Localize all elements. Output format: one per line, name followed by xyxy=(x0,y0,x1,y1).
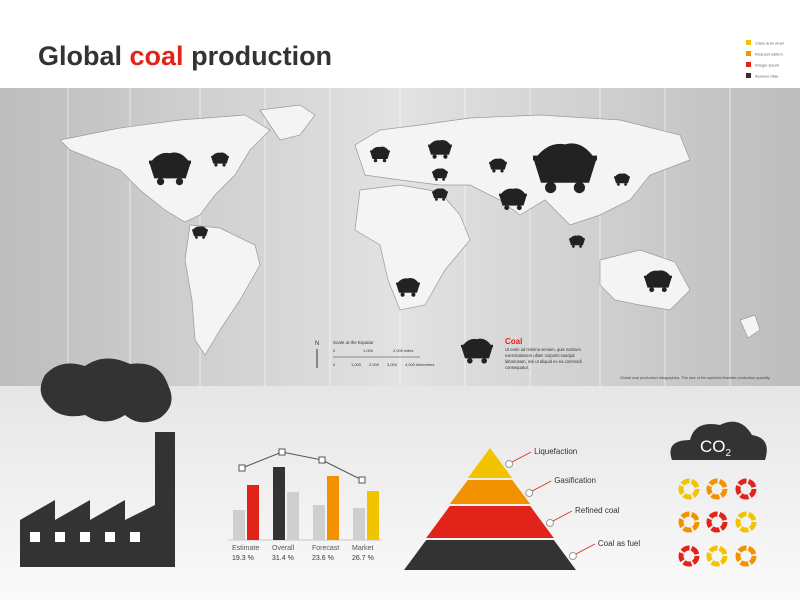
pyramid-leader xyxy=(511,451,532,463)
pyramid: Liquefaction Gasification Refined coal Coal… xyxy=(404,447,640,570)
map-legend-title: Coal xyxy=(505,337,522,346)
co2-text: CO xyxy=(700,437,726,456)
bar xyxy=(287,492,299,540)
legend-label: Aenean vitae xyxy=(755,74,779,79)
donut xyxy=(735,478,757,500)
title: Global coal production xyxy=(38,41,332,71)
legend: Class auto muer Request saltem Integer ips… xyxy=(746,40,785,79)
pyramid-label: Refined coal xyxy=(575,506,620,515)
pyramid-level xyxy=(467,448,513,478)
scale-km: 1,000 xyxy=(351,362,362,367)
co2-label: CO2 xyxy=(700,437,732,459)
trend-line xyxy=(241,451,363,481)
legend-line: exercitationem ullam corporis suscipit xyxy=(505,353,575,358)
pyramid-dot xyxy=(568,552,577,560)
scale-km: 3,000 xyxy=(387,362,398,367)
percent-label: 26.7 % xyxy=(352,555,374,562)
donut xyxy=(706,511,728,533)
bar xyxy=(327,476,339,540)
co2-cloud xyxy=(670,421,767,460)
bar xyxy=(273,467,285,540)
pyramid-level xyxy=(404,540,576,570)
category-label: Estimate xyxy=(232,545,259,552)
pyramid-level xyxy=(449,480,531,504)
scale-km: 4,000 kilometers xyxy=(405,362,434,367)
category-label: Market xyxy=(352,545,373,552)
donut xyxy=(706,478,728,500)
donut xyxy=(678,545,700,567)
scale-km: 0 xyxy=(333,362,336,367)
scale-title: Scale at the Equator xyxy=(333,340,374,345)
donut xyxy=(706,545,728,567)
legend-label: Integer ipsum xyxy=(755,63,780,68)
bar xyxy=(313,505,325,540)
pyramid-leader xyxy=(532,480,552,492)
legend-label: Request saltem xyxy=(755,52,783,57)
pyramid-dot xyxy=(546,519,555,527)
title-part: production xyxy=(191,41,332,71)
co2-subscript: 2 xyxy=(726,448,732,459)
pyramid-label: Gasification xyxy=(554,476,596,485)
pyramid-leader xyxy=(575,543,596,555)
category-label: Overall xyxy=(272,545,295,552)
legend-swatch xyxy=(746,40,751,45)
map-legend-text: Ut enim ad minima veniam, quis nostrumex… xyxy=(505,347,582,370)
bar xyxy=(367,491,379,540)
pyramid-dot xyxy=(505,460,514,468)
scale-mile: 1,000 xyxy=(363,348,374,353)
header-bg xyxy=(0,0,800,88)
pyramid-dot xyxy=(525,489,534,497)
pyramid-level xyxy=(426,506,554,538)
scale-mile: 2,000 miles xyxy=(393,348,413,353)
north: N xyxy=(315,341,319,347)
bar xyxy=(353,508,365,540)
factory xyxy=(20,358,175,567)
donut xyxy=(735,511,757,533)
donut xyxy=(735,545,757,567)
percent-label: 23.6 % xyxy=(312,555,334,562)
title-part: coal xyxy=(130,41,184,71)
category-label: Forecast xyxy=(312,545,339,552)
trend-point xyxy=(278,448,286,456)
scale-km: 2,000 xyxy=(369,362,380,367)
legend-line: laboriosam, nisi ut aliquid ex ea commod… xyxy=(505,359,582,364)
trend-point xyxy=(318,456,326,464)
donut-icons xyxy=(678,478,757,567)
legend-swatch xyxy=(746,73,751,78)
scale-labels: 0 1,000 2,000 miles 0 1,000 2,000 3,000 4,000 k… xyxy=(333,348,434,367)
legend-swatch xyxy=(746,62,751,67)
title-part: Global xyxy=(38,41,122,71)
legend-label: Class auto muer xyxy=(755,41,785,46)
bar xyxy=(247,485,259,540)
legend-line: consequatur. xyxy=(505,365,529,370)
legend-line: Ut enim ad minima veniam, quis nostrum xyxy=(505,347,581,352)
bar xyxy=(233,510,245,540)
trend-point xyxy=(358,476,366,484)
donut xyxy=(678,478,700,500)
trend-point xyxy=(238,464,246,472)
map-footnote: Global coal production infographics. The… xyxy=(620,376,770,380)
pyramid-label: Liquefaction xyxy=(534,447,577,456)
bar-chart: Estimate 19.3 % Overall 31.4 % Forecast 23.6 … xyxy=(228,448,382,562)
percent-label: 31.4 % xyxy=(272,555,294,562)
pyramid-label: Coal as fuel xyxy=(598,539,640,548)
pyramid-leader xyxy=(552,510,573,522)
donut xyxy=(678,511,700,533)
percent-label: 19.3 % xyxy=(232,555,254,562)
scale-mile: 0 xyxy=(333,348,336,353)
legend-swatch xyxy=(746,51,751,56)
